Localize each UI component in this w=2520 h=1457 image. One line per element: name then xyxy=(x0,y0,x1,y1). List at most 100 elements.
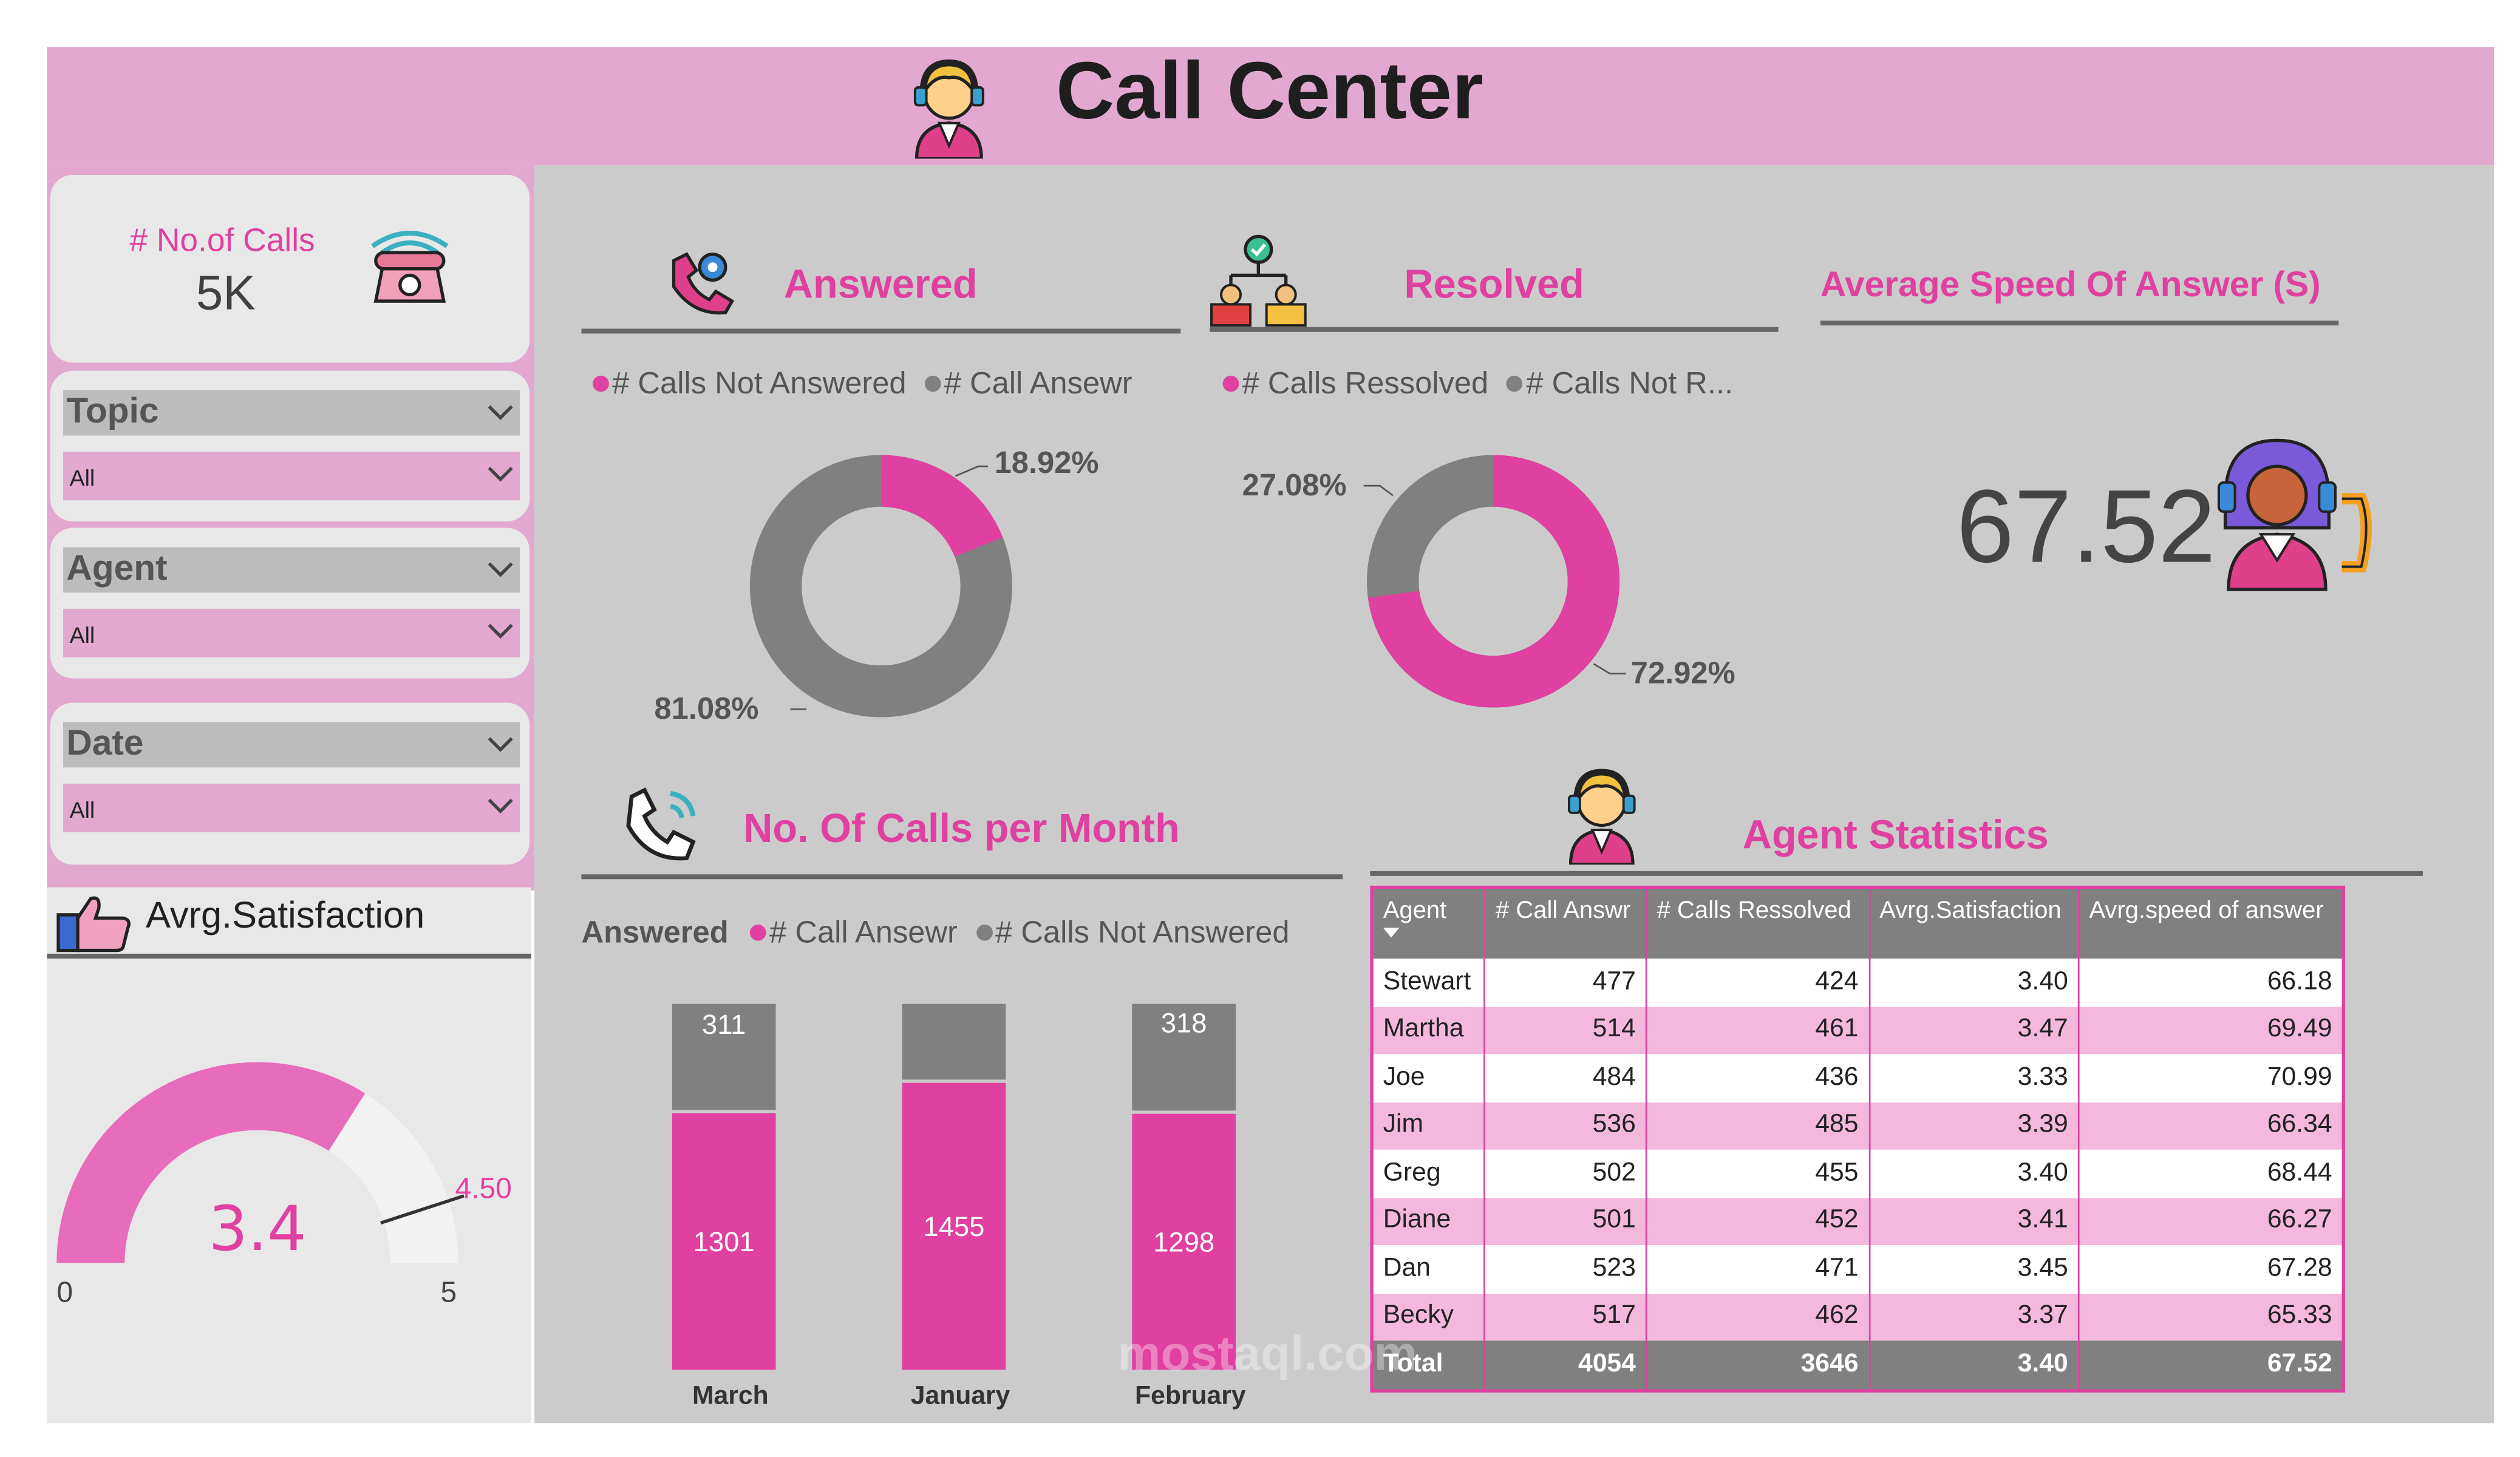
page-title: Call Center xyxy=(1055,45,1483,137)
telephone-icon xyxy=(371,231,449,303)
x-tick-label: March xyxy=(692,1381,769,1410)
slicer-topic-value: All xyxy=(69,464,95,491)
chevron-down-icon[interactable] xyxy=(484,552,516,584)
calls-card xyxy=(50,175,530,363)
legend-swatch-pink xyxy=(593,375,609,392)
answered-legend-not-answered[interactable]: # Calls Not Answered xyxy=(612,367,907,402)
slicer-agent-title: Agent xyxy=(66,547,168,588)
monthly-legend-not-answered[interactable]: # Calls Not Answered xyxy=(995,916,1290,951)
column-header[interactable]: # Calls Ressolved xyxy=(1645,887,1869,959)
table-cell: 462 xyxy=(1645,1292,1869,1341)
table-cell: 514 xyxy=(1484,1006,1647,1055)
table-cell: 3.37 xyxy=(1868,1292,2079,1341)
table-cell: 3.47 xyxy=(1868,1006,2079,1055)
chevron-down-icon[interactable] xyxy=(484,614,516,646)
table-row[interactable]: Greg 502 455 3.40 68.44 xyxy=(1371,1149,2344,1198)
table-cell: 477 xyxy=(1484,958,1647,1007)
resolved-pct-resolved: 72.92% xyxy=(1630,657,1735,691)
data-label-not-answered: 318 xyxy=(1161,1008,1207,1039)
agent-stats-divider xyxy=(1370,871,2423,876)
resolved-title: Resolved xyxy=(1404,262,1584,308)
answered-pct-not-answered: 18.92% xyxy=(994,447,1099,481)
table-header-row: Agent # Call Answr # Calls Ressolved Avrg.S… xyxy=(1371,887,2344,959)
slicer-topic: Topic All xyxy=(50,370,530,521)
bar-not-answered-january[interactable] xyxy=(902,1004,1006,1080)
chevron-down-icon[interactable] xyxy=(484,727,516,759)
table-body: Stewart 477 424 3.40 66.18 Martha 514 461 3.47 69… xyxy=(1371,958,2344,1390)
bar-not-answered-february[interactable] xyxy=(1132,1004,1236,1111)
chevron-down-icon[interactable] xyxy=(484,457,516,489)
x-tick-label: February xyxy=(1135,1381,1246,1410)
agent-stats-table: Agent # Call Answr # Calls Ressolved Avrg.S… xyxy=(1370,885,2345,1392)
table-cell: 536 xyxy=(1484,1101,1647,1150)
agent-stats-title: Agent Statistics xyxy=(1742,812,2049,858)
table-cell: Diane xyxy=(1371,1197,1485,1245)
answered-divider xyxy=(581,328,1181,334)
column-header[interactable]: Avrg.speed of answer xyxy=(2077,887,2344,959)
table-row[interactable]: Becky 517 462 3.37 65.33 xyxy=(1371,1292,2344,1341)
table-cell: 523 xyxy=(1484,1245,1647,1293)
monthly-bar-chart: 1301 311 March 1455 317 January 1298 318 Februar… xyxy=(672,1004,1246,1410)
monthly-legend-answered[interactable]: # Call Ansewr xyxy=(769,916,958,951)
header-bar xyxy=(47,47,2494,166)
bar-answered-january[interactable] xyxy=(902,1082,1006,1370)
bar-answered-february[interactable] xyxy=(1132,1113,1236,1370)
asa-divider xyxy=(1820,321,2339,326)
table-cell: 484 xyxy=(1484,1054,1647,1102)
legend-swatch-gray xyxy=(924,375,941,392)
slicer-topic-header[interactable]: Topic xyxy=(63,390,520,436)
table-cell: 66.34 xyxy=(2077,1101,2344,1150)
table-cell: 3.41 xyxy=(1868,1197,2079,1245)
table-cell: 517 xyxy=(1484,1292,1647,1341)
table-cell: 501 xyxy=(1484,1197,1647,1245)
slicer-topic-title: Topic xyxy=(66,390,159,431)
answered-pct-answered: 81.08% xyxy=(654,693,759,727)
table-row[interactable]: Diane 501 452 3.41 66.27 xyxy=(1371,1197,2344,1245)
table-cell: Jim xyxy=(1371,1101,1485,1150)
resolved-slice-resolved[interactable] xyxy=(1367,455,1620,708)
data-label-answered: 1298 xyxy=(1153,1227,1214,1258)
chevron-down-icon[interactable] xyxy=(484,395,516,427)
table-cell: 424 xyxy=(1645,958,1869,1007)
monthly-divider xyxy=(581,874,1343,880)
answered-legend: # Calls Not Answered # Call Ansewr xyxy=(593,367,1132,403)
answered-slice-not-answered[interactable] xyxy=(880,455,1003,557)
calls-card-label: # No.of Calls xyxy=(129,223,315,259)
slicer-topic-dropdown[interactable]: All xyxy=(63,452,520,501)
resolved-legend-not-resolved[interactable]: # Calls Not R... xyxy=(1526,367,1734,402)
slicer-date-header[interactable]: Date xyxy=(63,722,520,768)
table-cell: Dan xyxy=(1371,1245,1485,1293)
table-cell: 455 xyxy=(1645,1149,1869,1198)
slicer-agent-dropdown[interactable]: All xyxy=(63,608,520,657)
table-total-cell: Total xyxy=(1371,1340,1485,1390)
table-row[interactable]: Martha 514 461 3.47 69.49 xyxy=(1371,1006,2344,1055)
sort-arrow-icon[interactable] xyxy=(1383,928,1400,938)
bar-answered-march[interactable] xyxy=(672,1113,776,1370)
column-header[interactable]: Agent xyxy=(1371,887,1485,959)
bar-not-answered-march[interactable] xyxy=(672,1004,776,1110)
slicer-date-dropdown[interactable]: All xyxy=(63,783,520,832)
table-row[interactable]: Jim 536 485 3.39 66.34 xyxy=(1371,1101,2344,1150)
table-cell: 66.27 xyxy=(2077,1197,2344,1245)
data-label-answered: 1455 xyxy=(924,1211,985,1242)
slicer-date-value: All xyxy=(69,796,95,823)
gauge-value-label: 3.4 xyxy=(208,1193,306,1265)
table-cell: 3.40 xyxy=(1868,958,2079,1007)
column-header[interactable]: # Call Answr xyxy=(1484,887,1647,959)
table-row[interactable]: Stewart 477 424 3.40 66.18 xyxy=(1371,958,2344,1007)
team-check-icon xyxy=(1210,234,1307,327)
table-row[interactable]: Dan 523 471 3.45 67.28 xyxy=(1371,1245,2344,1293)
table-cell: 67.28 xyxy=(2077,1245,2344,1293)
table-total-row: Total 4054 3646 3.40 67.52 xyxy=(1371,1340,2344,1390)
table-cell: 3.45 xyxy=(1868,1245,2079,1293)
resolved-legend-resolved[interactable]: # Calls Ressolved xyxy=(1242,367,1489,402)
column-header[interactable]: Avrg.Satisfaction xyxy=(1868,887,2079,959)
chevron-down-icon[interactable] xyxy=(484,789,516,821)
table-cell: 70.99 xyxy=(2077,1054,2344,1102)
table-row[interactable]: Joe 484 436 3.33 70.99 xyxy=(1371,1054,2344,1102)
data-label-answered: 1301 xyxy=(693,1226,755,1257)
table-cell: 485 xyxy=(1645,1101,1869,1150)
answered-legend-answered[interactable]: # Call Ansewr xyxy=(944,367,1132,402)
slicer-agent-header[interactable]: Agent xyxy=(63,547,520,593)
data-label-not-answered: 317 xyxy=(931,1004,977,1008)
